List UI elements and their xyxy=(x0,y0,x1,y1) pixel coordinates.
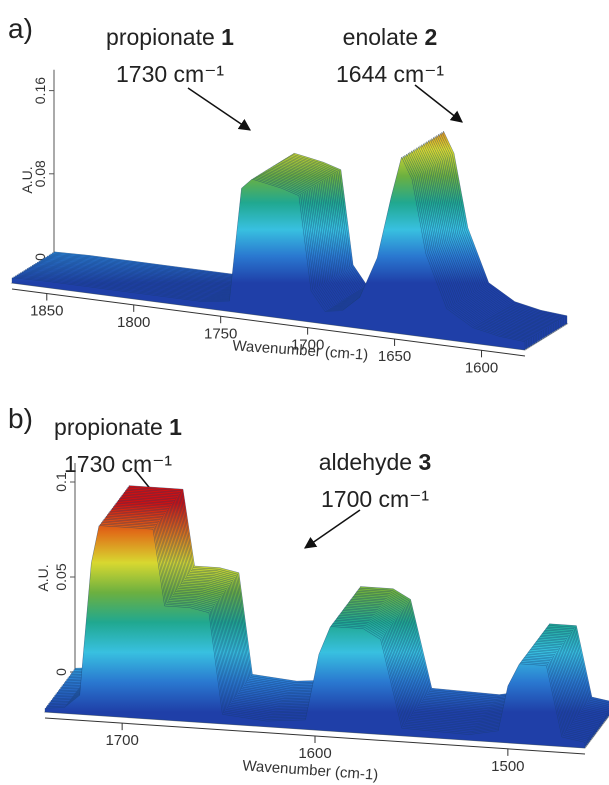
y-tick-label: 0.1 xyxy=(53,472,69,492)
annotation-wavenumber: 1700 cm⁻¹ xyxy=(321,486,429,512)
compound-number: 3 xyxy=(418,449,431,475)
annotation: propionate 1 xyxy=(54,414,182,440)
y-tick-label: 0.08 xyxy=(32,160,48,187)
x-tick-label: 1700 xyxy=(291,337,324,354)
x-tick-label: 1750 xyxy=(204,325,237,342)
x-tick-label: 1850 xyxy=(30,303,63,320)
annotation-name: aldehyde xyxy=(319,449,412,475)
x-tick-label: 1650 xyxy=(378,348,411,365)
annotation: propionate 1 xyxy=(106,24,234,50)
annotation-wavenumber: 1644 cm⁻¹ xyxy=(336,61,444,87)
panel-label: b) xyxy=(8,403,33,434)
annotation: enolate 2 xyxy=(343,24,438,50)
x-tick-label: 1600 xyxy=(465,359,498,376)
annotation-wavenumber: 1730 cm⁻¹ xyxy=(64,451,172,477)
compound-number: 1 xyxy=(169,414,182,440)
annotation: aldehyde 3 xyxy=(319,449,432,475)
annotation-name: propionate xyxy=(106,24,215,50)
x-tick-label: 1700 xyxy=(105,732,138,749)
panel-label: a) xyxy=(8,13,33,44)
y-tick-label: 0.05 xyxy=(53,563,69,590)
x-tick-label: 1500 xyxy=(491,758,524,775)
y-axis-label: A.U. xyxy=(35,564,51,591)
compound-number: 2 xyxy=(425,24,438,50)
y-tick-label: 0.16 xyxy=(32,77,48,104)
y-tick-label: 0 xyxy=(32,253,48,261)
arrow xyxy=(414,84,463,123)
arrow xyxy=(304,509,361,549)
x-tick-label: 1800 xyxy=(117,314,150,331)
annotation-name: enolate xyxy=(343,24,418,50)
y-tick-label: 0 xyxy=(53,668,69,676)
x-axis-label: Wavenumber (cm-1) xyxy=(242,757,379,783)
x-axis xyxy=(11,288,526,357)
spectrum xyxy=(11,156,526,351)
x-axis-label: Wavenumber (cm-1) xyxy=(232,337,369,363)
spectrum xyxy=(44,525,586,749)
compound-number: 1 xyxy=(221,24,234,50)
x-tick-label: 1600 xyxy=(298,745,331,762)
y-axis-label: A.U. xyxy=(19,166,35,193)
annotation-wavenumber: 1730 cm⁻¹ xyxy=(116,61,224,87)
arrow xyxy=(187,87,251,131)
annotation-name: propionate xyxy=(54,414,163,440)
